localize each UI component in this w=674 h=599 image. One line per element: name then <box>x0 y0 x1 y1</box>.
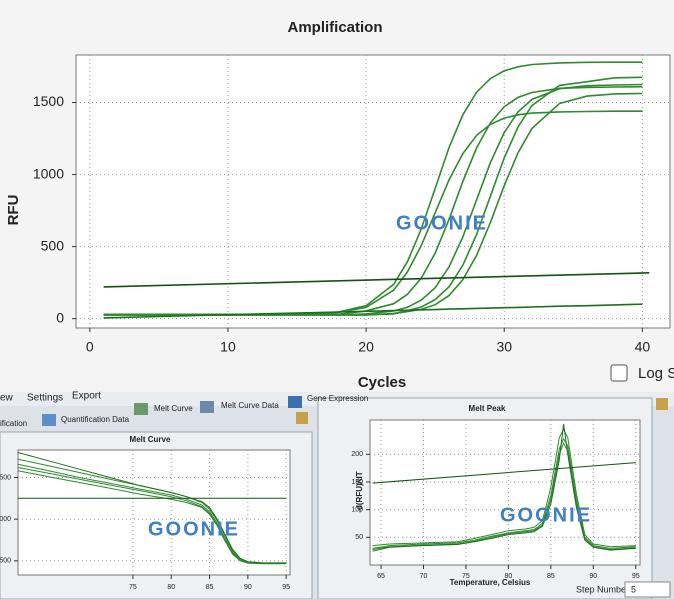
tab[interactable]: Melt Curve <box>154 404 193 413</box>
series-line <box>372 428 636 548</box>
y-tick-label: 3000 <box>0 516 11 523</box>
step-number-select[interactable] <box>624 581 671 598</box>
y-tick-label: 50 <box>355 534 363 541</box>
chart-title: Melt Curve <box>130 435 171 444</box>
toolbar-icon[interactable] <box>656 398 668 410</box>
chart-title: Amplification <box>287 19 382 36</box>
watermark: GOONIE <box>500 504 592 526</box>
x-tick-label: 40 <box>635 339 651 355</box>
series-line <box>103 303 643 319</box>
x-tick-label: 75 <box>129 584 137 591</box>
toolbar-icon[interactable] <box>296 412 308 424</box>
y-tick-label: 500 <box>41 237 65 253</box>
x-tick-label: 75 <box>462 573 470 580</box>
log-scale-label[interactable]: Log S <box>638 365 674 382</box>
x-tick-label: 95 <box>632 573 640 580</box>
x-tick-label: 10 <box>220 339 236 355</box>
x-tick-label: 70 <box>420 573 428 580</box>
tab-icon <box>200 401 214 413</box>
menu-item[interactable]: Export <box>72 391 101 402</box>
x-tick-label: 90 <box>244 584 252 591</box>
series-line <box>17 470 287 565</box>
x-tick-label: 80 <box>167 584 175 591</box>
x-tick-label: 85 <box>547 573 555 580</box>
tab[interactable]: Melt Curve Data <box>221 401 279 410</box>
tab[interactable]: Quantification Data <box>61 415 130 424</box>
tab-icon <box>288 396 302 408</box>
series-line <box>103 85 643 316</box>
step-number-label: Step Number: <box>576 584 632 594</box>
tab[interactable]: Gene Expression <box>307 394 368 403</box>
tab-icon <box>42 414 56 426</box>
charts: 0 10 20 30 40 0 500 1000 1500 Amplification Cycles… <box>0 19 671 591</box>
series-line <box>372 423 636 552</box>
x-tick-label: 95 <box>282 584 290 591</box>
step-number-value[interactable]: 5 <box>631 584 636 594</box>
plot-area <box>369 419 641 566</box>
tab[interactable]: ification <box>0 419 27 428</box>
y-tick-label: 2500 <box>0 558 11 565</box>
y-axis-label: -d(RFU)/dT <box>355 471 364 512</box>
y-tick-label: 1000 <box>33 165 64 181</box>
x-tick-label: 80 <box>504 573 512 580</box>
x-tick-label: 90 <box>589 573 597 580</box>
watermark: GOONIE <box>148 518 240 540</box>
menu-item[interactable]: Settings <box>27 393 63 404</box>
chart-title: Melt Peak <box>469 404 506 413</box>
plot-area <box>17 449 291 576</box>
y-tick-label: 150 <box>351 479 363 486</box>
watermark: GOONIE <box>396 212 488 234</box>
x-tick-label: 85 <box>206 584 214 591</box>
x-axis-label: Cycles <box>358 374 406 391</box>
tab-icon <box>134 403 148 415</box>
x-tick-label: 30 <box>496 339 512 355</box>
x-axis-label: Temperature, Celsius <box>450 578 531 587</box>
x-tick-label: 65 <box>377 573 385 580</box>
y-tick-label: 200 <box>351 451 363 458</box>
series-line <box>103 272 650 288</box>
series-line <box>372 462 636 484</box>
menu-item[interactable]: ew <box>0 393 14 404</box>
y-axis-label: RFU <box>5 195 22 226</box>
y-tick-label: 100 <box>351 507 363 514</box>
x-tick-label: 0 <box>86 339 94 355</box>
log-scale-checkbox[interactable] <box>610 364 628 382</box>
series-line <box>17 452 287 564</box>
x-tick-label: 20 <box>358 339 374 355</box>
y-tick-label: 0 <box>56 309 64 325</box>
y-tick-label: 1500 <box>33 93 64 109</box>
y-tick-label: 3500 <box>0 474 11 481</box>
plot-area <box>75 54 671 329</box>
